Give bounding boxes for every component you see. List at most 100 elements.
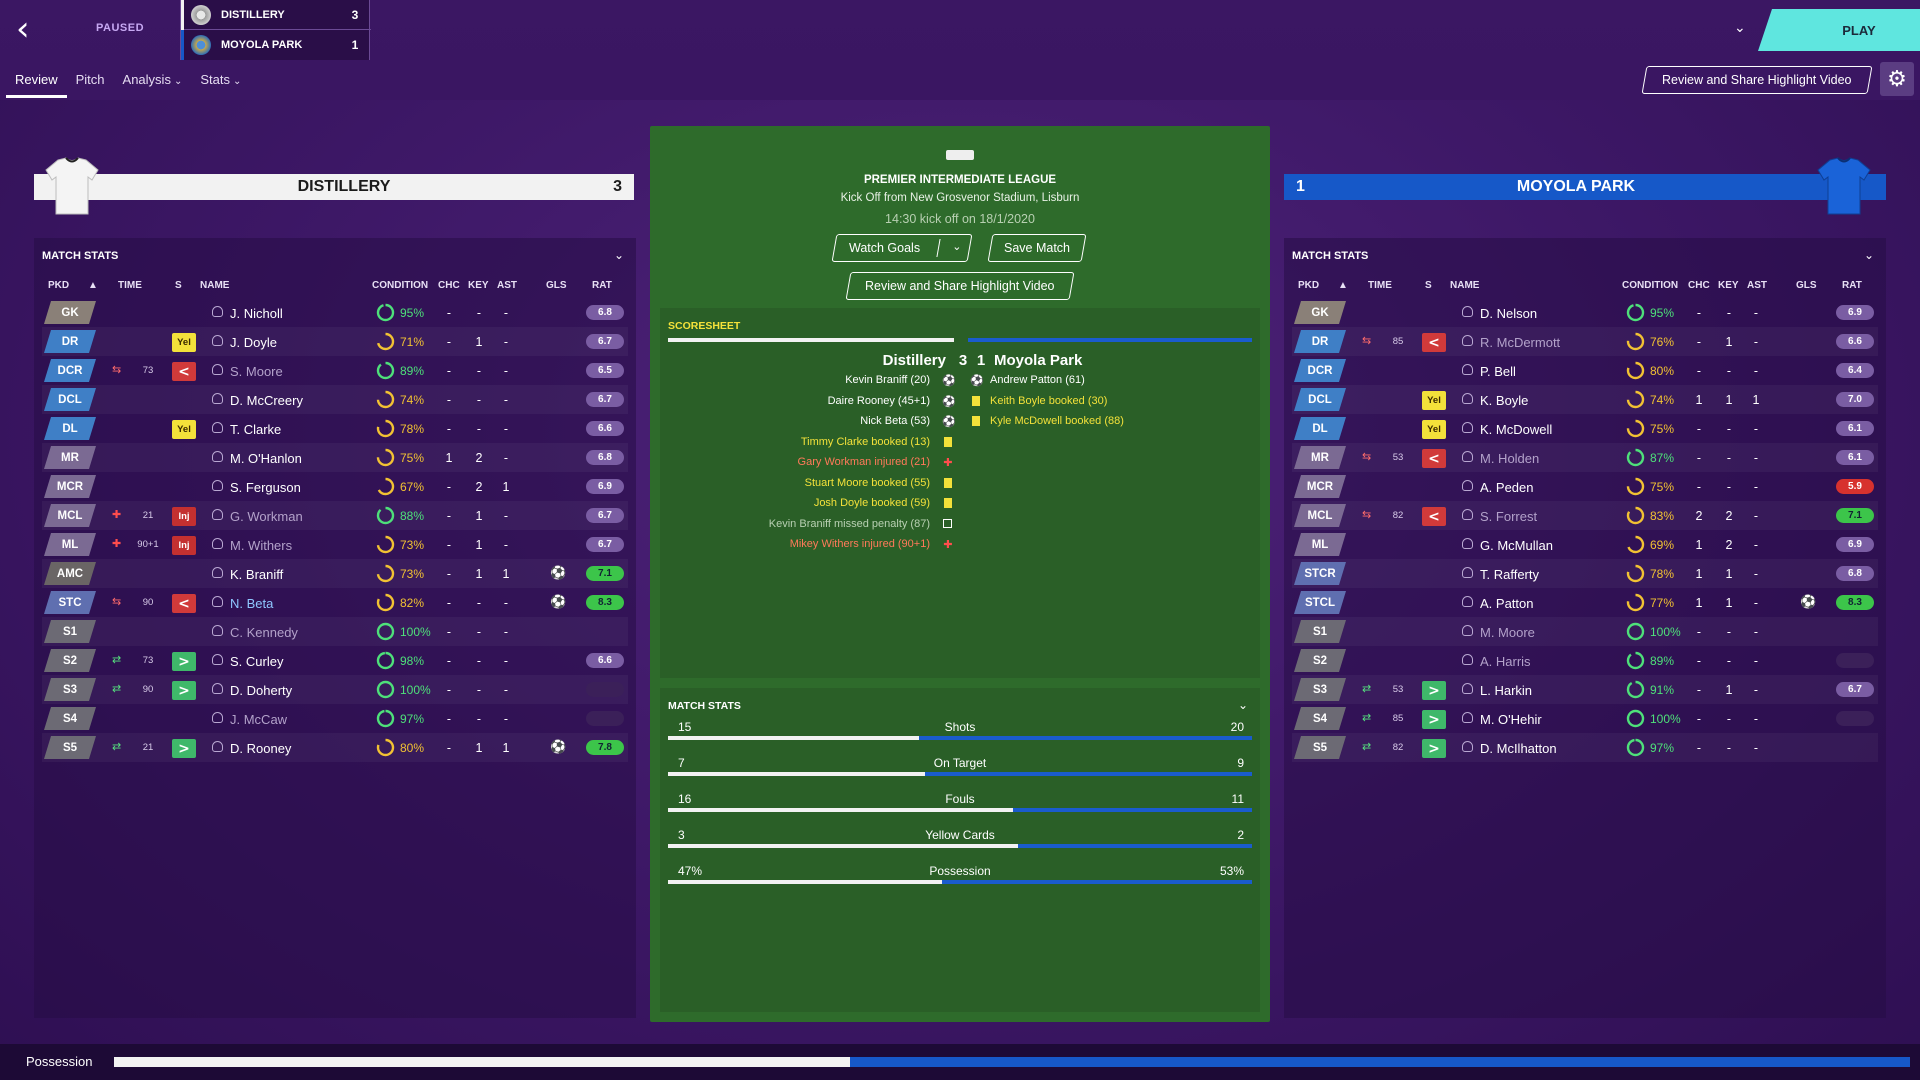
player-name[interactable]: M. Withers <box>230 538 293 553</box>
player-row[interactable]: STCR T. Rafferty 78% 1 1 - 6.8 <box>1292 559 1878 588</box>
player-row[interactable]: DCL D. McCreery 74% - - - 6.7 <box>42 385 628 414</box>
col-key[interactable]: KEY <box>1718 280 1739 291</box>
tab-review[interactable]: Review <box>6 70 67 98</box>
player-row[interactable]: DR Yel J. Doyle 71% - 1 - 6.7 <box>42 327 628 356</box>
player-name[interactable]: K. Boyle <box>1480 393 1529 408</box>
player-row[interactable]: S4 J. McCaw 97% - - - <box>42 704 628 733</box>
player-name[interactable]: T. Rafferty <box>1480 567 1540 582</box>
col-ast[interactable]: AST <box>1747 280 1767 291</box>
col-time[interactable]: TIME <box>118 280 142 291</box>
col-condition[interactable]: CONDITION <box>372 280 429 291</box>
player-name[interactable]: G. Workman <box>230 509 303 524</box>
review-highlight-video-button[interactable]: Review and Share Highlight Video <box>1641 66 1873 94</box>
save-match-button[interactable]: Save Match <box>987 234 1087 262</box>
col-key[interactable]: KEY <box>468 280 489 291</box>
player-row[interactable]: MCR S. Ferguson 67% - 2 1 6.9 <box>42 472 628 501</box>
player-name[interactable]: S. Forrest <box>1480 509 1538 524</box>
col-pkd[interactable]: PKD <box>1298 280 1320 291</box>
col-condition[interactable]: CONDITION <box>1622 280 1679 291</box>
player-row[interactable]: S5 ⇄ 21 > D. Rooney 80% - 1 1 ⚽ 7.8 <box>42 733 628 762</box>
player-row[interactable]: DL Yel K. McDowell 75% - - - 6.1 <box>1292 414 1878 443</box>
player-name[interactable]: J. Nicholl <box>230 306 283 321</box>
col-s[interactable]: S <box>1425 280 1432 291</box>
player-name[interactable]: A. Peden <box>1480 480 1534 495</box>
player-row[interactable]: ML G. McMullan 69% 1 2 - 6.9 <box>1292 530 1878 559</box>
player-row[interactable]: MR ⇆ 53 < M. Holden 87% - - - 6.1 <box>1292 443 1878 472</box>
player-name[interactable]: L. Harkin <box>1480 683 1533 698</box>
col-rat[interactable]: RAT <box>1842 280 1862 291</box>
col-gls[interactable]: GLS <box>1796 280 1817 291</box>
col-time[interactable]: TIME <box>1368 280 1392 291</box>
player-name[interactable]: D. Rooney <box>230 741 292 756</box>
player-row[interactable]: S1 C. Kennedy 100% - - - <box>42 617 628 646</box>
col-gls[interactable]: GLS <box>546 280 567 291</box>
player-row[interactable]: S1 M. Moore 100% - - - <box>1292 617 1878 646</box>
player-row[interactable]: MR M. O'Hanlon 75% 1 2 - 6.8 <box>42 443 628 472</box>
player-name[interactable]: J. McCaw <box>230 712 288 727</box>
player-row[interactable]: DCR ⇆ 73 < S. Moore 89% - - - 6.5 <box>42 356 628 385</box>
player-row[interactable]: MCL ⇆ 82 < S. Forrest 83% 2 2 - 7.1 <box>1292 501 1878 530</box>
player-name[interactable]: C. Kennedy <box>230 625 298 640</box>
col-chc[interactable]: CHC <box>1688 280 1710 291</box>
back-arrow-icon[interactable]: ‹ <box>16 9 30 49</box>
player-name[interactable]: D. McCreery <box>230 393 303 408</box>
tab-pitch[interactable]: Pitch <box>67 70 114 98</box>
player-row[interactable]: MCL ✚ 21 Inj G. Workman 88% - 1 - 6.7 <box>42 501 628 530</box>
player-name[interactable]: N. Beta <box>230 596 274 611</box>
chevron-down-icon[interactable]: ⌄ <box>613 248 624 262</box>
player-row[interactable]: S3 ⇄ 90 > D. Doherty 100% - - - <box>42 675 628 704</box>
player-name[interactable]: A. Harris <box>1480 654 1531 669</box>
player-row[interactable]: S3 ⇄ 53 > L. Harkin 91% - 1 - 6.7 <box>1292 675 1878 704</box>
player-row[interactable]: AMC K. Braniff 73% - 1 1 ⚽ 7.1 <box>42 559 628 588</box>
player-row[interactable]: DCR P. Bell 80% - - - 6.4 <box>1292 356 1878 385</box>
col-name[interactable]: NAME <box>200 280 230 291</box>
player-name[interactable]: T. Clarke <box>230 422 282 437</box>
watch-goals-button[interactable]: Watch Goals ⌄ <box>831 234 973 262</box>
col-s[interactable]: S <box>175 280 182 291</box>
chevron-down-icon[interactable]: ⌄ <box>1863 248 1874 262</box>
player-row[interactable]: DL Yel T. Clarke 78% - - - 6.6 <box>42 414 628 443</box>
player-row[interactable]: S2 ⇄ 73 > S. Curley 98% - - - 6.6 <box>42 646 628 675</box>
player-row[interactable]: ML ✚ 90+1 Inj M. Withers 73% - 1 - 6.7 <box>42 530 628 559</box>
player-name[interactable]: S. Ferguson <box>230 480 301 495</box>
player-name[interactable]: P. Bell <box>1480 364 1516 379</box>
player-name[interactable]: S. Curley <box>230 654 284 669</box>
player-row[interactable]: S4 ⇄ 85 > M. O'Hehir 100% - - - <box>1292 704 1878 733</box>
chevron-down-icon[interactable]: ⌄ <box>952 240 962 253</box>
player-name[interactable]: K. Braniff <box>230 567 284 582</box>
review-highlight-video-button[interactable]: Review and Share Highlight Video <box>845 272 1075 300</box>
gear-icon[interactable]: ⚙ <box>1880 62 1914 96</box>
player-name[interactable]: S. Moore <box>230 364 283 379</box>
player-name[interactable]: M. Holden <box>1480 451 1540 466</box>
player-row[interactable]: DCL Yel K. Boyle 74% 1 1 1 7.0 <box>1292 385 1878 414</box>
player-name[interactable]: D. Nelson <box>1480 306 1538 321</box>
col-name[interactable]: NAME <box>1450 280 1480 291</box>
player-name[interactable]: M. O'Hanlon <box>230 451 302 466</box>
player-name[interactable]: D. Doherty <box>230 683 293 698</box>
player-row[interactable]: GK J. Nicholl 95% - - - 6.8 <box>42 298 628 327</box>
player-name[interactable]: K. McDowell <box>1480 422 1553 437</box>
player-row[interactable]: S5 ⇄ 82 > D. McIlhatton 97% - - - <box>1292 733 1878 762</box>
col-pkd[interactable]: PKD <box>48 280 70 291</box>
player-row[interactable]: STCL A. Patton 77% 1 1 - ⚽ 8.3 <box>1292 588 1878 617</box>
col-ast[interactable]: AST <box>497 280 517 291</box>
player-row[interactable]: MCR A. Peden 75% - - - 5.9 <box>1292 472 1878 501</box>
play-button[interactable]: PLAY <box>1758 9 1920 51</box>
player-name[interactable]: A. Patton <box>1480 596 1534 611</box>
player-name[interactable]: R. McDermott <box>1480 335 1561 350</box>
player-row[interactable]: S2 A. Harris 89% - - - <box>1292 646 1878 675</box>
play-options-chevron-icon[interactable]: ⌄ <box>1734 20 1746 36</box>
player-name[interactable]: D. McIlhatton <box>1480 741 1557 756</box>
chevron-down-icon[interactable]: ⌄ <box>1237 698 1248 712</box>
tab-stats[interactable]: Stats ⌄ <box>191 70 250 98</box>
player-name[interactable]: M. Moore <box>1480 625 1535 640</box>
player-row[interactable]: STC ⇆ 90 < N. Beta 82% - - - ⚽ 8.3 <box>42 588 628 617</box>
col-rat[interactable]: RAT <box>592 280 612 291</box>
player-name[interactable]: M. O'Hehir <box>1480 712 1542 727</box>
player-row[interactable]: GK D. Nelson 95% - - - 6.9 <box>1292 298 1878 327</box>
player-name[interactable]: G. McMullan <box>1480 538 1553 553</box>
player-name[interactable]: J. Doyle <box>230 335 277 350</box>
tab-analysis[interactable]: Analysis ⌄ <box>114 70 192 98</box>
col-chc[interactable]: CHC <box>438 280 460 291</box>
player-row[interactable]: DR ⇆ 85 < R. McDermott 76% - 1 - 6.6 <box>1292 327 1878 356</box>
